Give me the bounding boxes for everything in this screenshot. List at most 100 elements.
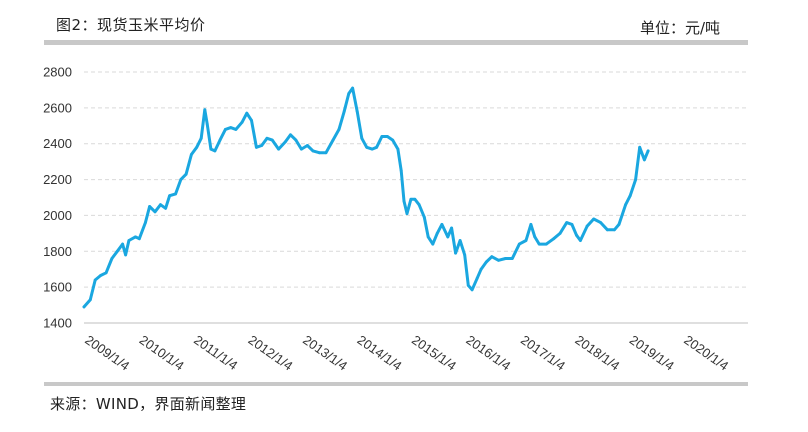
y-tick-label: 2600: [43, 100, 72, 115]
data-point: [638, 145, 642, 149]
data-point: [634, 178, 637, 182]
data-point: [134, 235, 137, 239]
data-point: [570, 223, 574, 226]
data-point: [624, 203, 627, 207]
y-tick-label: 2200: [43, 172, 72, 187]
x-tick-label: 2014/1/4: [355, 332, 405, 373]
data-point: [517, 242, 521, 246]
data-point: [218, 138, 222, 142]
data-point: [250, 119, 253, 122]
data-point: [409, 197, 413, 201]
data-point: [159, 203, 162, 207]
data-point: [245, 111, 249, 115]
data-point: [446, 235, 450, 239]
data-point: [579, 239, 582, 242]
data-point: [399, 169, 403, 173]
y-tick-label: 1400: [43, 316, 72, 331]
data-point: [413, 197, 417, 201]
data-point: [510, 257, 514, 260]
data-point: [203, 108, 207, 112]
y-tick-label: 1800: [43, 244, 72, 259]
source-note: 来源：WIND，界面新闻整理: [50, 395, 247, 413]
data-point: [431, 242, 435, 246]
data-point: [294, 138, 298, 142]
data-point: [283, 140, 287, 144]
data-point: [599, 221, 603, 225]
data-point: [342, 110, 346, 113]
data-point: [99, 274, 102, 277]
data-point: [405, 212, 409, 216]
data-point: [311, 149, 315, 153]
data-point: [205, 122, 209, 126]
data-point: [184, 172, 188, 176]
data-point: [475, 276, 479, 280]
data-point: [148, 205, 152, 208]
data-point: [454, 251, 457, 255]
data-point: [213, 149, 217, 153]
data-point: [524, 239, 528, 242]
data-point: [144, 221, 147, 225]
data-point: [195, 145, 199, 149]
data-point: [260, 144, 264, 147]
data-point: [355, 110, 359, 113]
data-point: [265, 136, 269, 140]
data-point: [537, 242, 541, 246]
y-tick-label: 2800: [43, 65, 72, 80]
data-point: [417, 203, 421, 207]
data-point: [606, 228, 609, 232]
data-point: [565, 221, 569, 225]
x-tick-label: 2012/1/4: [246, 332, 296, 373]
top-divider: [44, 40, 748, 45]
data-point: [115, 249, 119, 253]
data-point: [643, 158, 646, 162]
series-layer: [82, 86, 650, 309]
data-point: [470, 288, 474, 292]
data-point: [396, 147, 400, 151]
data-point: [360, 136, 364, 140]
x-tick-label: 2013/1/4: [300, 332, 350, 373]
data-point: [617, 223, 621, 226]
data-point: [440, 223, 444, 226]
data-point: [592, 217, 596, 221]
data-point: [490, 255, 494, 259]
data-point: [426, 235, 430, 239]
data-point: [229, 126, 233, 129]
data-point: [153, 210, 157, 214]
data-point: [234, 127, 238, 131]
series-line: [82, 86, 650, 309]
data-point: [124, 253, 127, 257]
data-point: [88, 298, 92, 302]
x-tick-label: 2018/1/4: [572, 332, 622, 373]
data-point: [306, 144, 309, 147]
data-point: [317, 151, 321, 155]
data-point: [585, 224, 589, 228]
data-point: [179, 178, 183, 182]
data-point: [450, 226, 453, 230]
data-point: [240, 120, 244, 124]
data-point: [386, 135, 389, 138]
data-point: [504, 257, 507, 260]
data-point: [337, 127, 341, 131]
data-point: [402, 199, 406, 203]
data-point: [331, 138, 335, 142]
data-point: [628, 194, 632, 198]
data-point: [255, 145, 258, 149]
data-point: [422, 215, 426, 219]
data-point: [466, 284, 470, 287]
data-point: [347, 92, 351, 95]
x-tick-label: 2010/1/4: [137, 332, 187, 373]
data-point: [463, 253, 467, 257]
data-point: [300, 147, 303, 151]
y-axis-ticks: 1400 1600 1800 2000 2200 2400 2600 2800: [43, 65, 72, 331]
y-tick-label: 1600: [43, 280, 72, 295]
data-point: [190, 153, 193, 156]
chart-title: 图2：现货玉米平均价: [56, 16, 206, 34]
data-point: [529, 223, 533, 226]
data-point: [497, 258, 500, 262]
data-point: [391, 138, 395, 142]
bottom-divider: [44, 382, 748, 386]
data-point: [552, 237, 556, 241]
data-point: [351, 86, 354, 90]
